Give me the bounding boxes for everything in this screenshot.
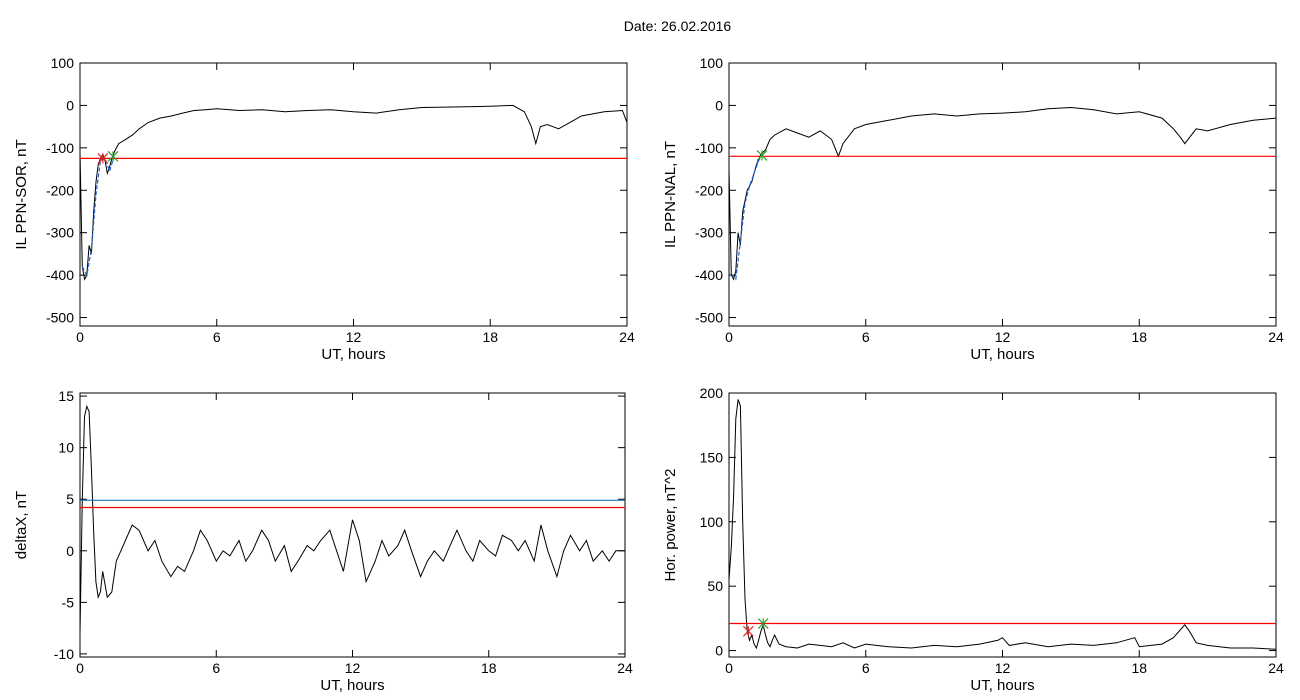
y-tick-label: 0 bbox=[66, 543, 74, 559]
y-tick-label: -5 bbox=[62, 594, 75, 610]
y-axis-label: Hor. power, nT^2 bbox=[662, 469, 679, 582]
x-tick-label: 18 bbox=[481, 660, 497, 676]
x-tick-label: 0 bbox=[725, 329, 733, 345]
y-tick-label: -10 bbox=[54, 646, 74, 662]
x-axis-label: UT, hours bbox=[970, 346, 1034, 363]
x-tick-label: 18 bbox=[482, 329, 498, 345]
event-marker bbox=[742, 625, 754, 637]
plot-frame bbox=[728, 62, 1277, 327]
x-axis-label: UT, hours bbox=[320, 677, 384, 694]
y-tick-label: -400 bbox=[46, 267, 74, 283]
page-title: Date: 26.02.2016 bbox=[623, 18, 732, 34]
x-tick-label: 18 bbox=[1131, 329, 1147, 345]
x-tick-label: 24 bbox=[1268, 660, 1284, 676]
x-tick-label: 6 bbox=[862, 329, 870, 345]
x-tick-label: 18 bbox=[1131, 660, 1147, 676]
series-data-line bbox=[80, 404, 625, 634]
event-marker bbox=[757, 618, 769, 629]
x-tick-label: 24 bbox=[1268, 329, 1284, 345]
x-tick-label: 12 bbox=[346, 329, 362, 345]
x-tick-label: 0 bbox=[76, 329, 84, 345]
y-tick-label: 0 bbox=[715, 643, 723, 659]
chart-il-ppn-nal: 0 6 12 18 24 -500 -400 -300 -200 -100 0 100 UT, hour… bbox=[662, 55, 1284, 363]
x-tick-label: 12 bbox=[995, 329, 1011, 345]
plot-frame bbox=[79, 62, 628, 327]
y-tick-label: 50 bbox=[707, 578, 723, 594]
series-fit-line bbox=[730, 153, 764, 281]
x-tick-label: 0 bbox=[76, 660, 84, 676]
y-tick-label: 100 bbox=[700, 55, 724, 71]
y-tick-label: -100 bbox=[46, 140, 74, 156]
y-tick-label: 5 bbox=[66, 491, 74, 507]
x-axis-label: UT, hours bbox=[321, 346, 385, 363]
y-tick-label: 150 bbox=[700, 449, 724, 465]
chart-hor-power: 0 6 12 18 24 0 50 100 150 200 UT, hours Hor. power,… bbox=[662, 385, 1284, 694]
y-axis-label: IL PPN-NAL, nT bbox=[662, 141, 679, 248]
x-tick-label: 6 bbox=[862, 660, 870, 676]
y-axis-label: deltaX, nT bbox=[13, 491, 30, 559]
series-data-line bbox=[729, 399, 1276, 650]
y-tick-label: 100 bbox=[700, 514, 724, 530]
y-tick-label: 0 bbox=[66, 97, 74, 113]
event-marker bbox=[107, 150, 119, 162]
y-tick-label: -100 bbox=[695, 140, 723, 156]
y-tick-label: 200 bbox=[700, 385, 724, 401]
y-tick-label: 15 bbox=[58, 388, 74, 404]
x-tick-label: 24 bbox=[617, 660, 633, 676]
y-tick-label: -500 bbox=[46, 310, 74, 326]
x-tick-label: 12 bbox=[995, 660, 1011, 676]
x-tick-label: 6 bbox=[213, 329, 221, 345]
plot-frame bbox=[728, 392, 1277, 658]
x-tick-label: 0 bbox=[725, 660, 733, 676]
x-tick-label: 24 bbox=[619, 329, 635, 345]
chart-deltax: 0 6 12 18 24 -10 -5 0 5 10 15 UT, hours deltaX, nT bbox=[13, 388, 633, 694]
x-axis-label: UT, hours bbox=[970, 677, 1034, 694]
event-marker bbox=[97, 153, 109, 164]
event-marker bbox=[756, 150, 768, 161]
y-tick-label: -300 bbox=[46, 225, 74, 241]
series-data-line bbox=[729, 106, 1276, 281]
chart-il-ppn-sor: 0 6 12 18 24 -500 -400 -300 -200 -100 0 100 UT, hour… bbox=[13, 55, 635, 363]
y-tick-label: 100 bbox=[51, 55, 75, 71]
y-tick-label: -400 bbox=[695, 267, 723, 283]
series-fit-line bbox=[81, 156, 115, 277]
y-tick-label: -300 bbox=[695, 225, 723, 241]
y-tick-label: -200 bbox=[695, 182, 723, 198]
y-tick-label: -500 bbox=[695, 310, 723, 326]
y-tick-label: -200 bbox=[46, 182, 74, 198]
series-data-line bbox=[80, 104, 627, 281]
y-tick-label: 10 bbox=[58, 440, 74, 456]
y-tick-label: 0 bbox=[715, 97, 723, 113]
x-tick-label: 12 bbox=[345, 660, 361, 676]
x-tick-label: 6 bbox=[212, 660, 220, 676]
plot-frame bbox=[79, 392, 626, 658]
y-axis-label: IL PPN-SOR, nT bbox=[13, 139, 30, 249]
